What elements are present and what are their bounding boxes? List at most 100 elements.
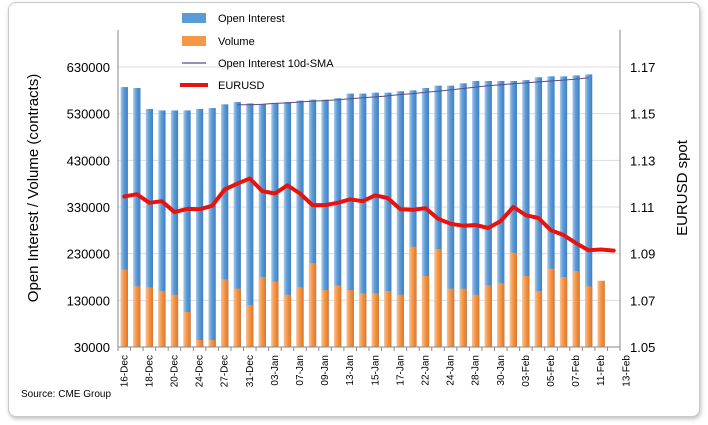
x-tick-label: 16-Dec: [119, 355, 130, 387]
x-tick-label: 24-Dec: [195, 355, 206, 387]
legend-label-open-interest: Open Interest: [218, 13, 285, 25]
left-tick-label: 130000: [67, 293, 110, 308]
legend-swatch-volume: [182, 36, 206, 46]
eurusd-line: [122, 176, 616, 253]
open-interest-bar: [158, 110, 166, 348]
open-interest-bar: [446, 85, 455, 348]
left-axis-ticks: 630000 530000 430000 330000 230000 130000 3000…: [67, 60, 110, 355]
volume-bar: [484, 285, 492, 347]
volume-bar: [421, 276, 430, 347]
volume-bar: [233, 288, 241, 347]
volume-bar: [409, 246, 417, 347]
volume-bar: [183, 312, 191, 347]
volume-bar: [170, 294, 179, 347]
open-interest-bar: [258, 104, 266, 347]
right-tick-label: 1.11: [630, 200, 654, 215]
x-tick-label: 24-Jan: [446, 355, 457, 386]
volume-bar: [145, 287, 154, 347]
open-interest-bar: [534, 77, 543, 348]
open-interest-bar: [584, 74, 593, 347]
volume-bar: [195, 340, 204, 347]
open-interest-bar: [509, 81, 517, 347]
volume-bar: [158, 291, 166, 347]
left-tick-label: 330000: [67, 200, 110, 215]
open-interest-bars: [120, 74, 593, 348]
left-tick-label: 30000: [74, 340, 110, 355]
open-interest-bar: [133, 88, 141, 347]
volume-bar: [472, 294, 480, 347]
volume-bar: [221, 279, 229, 347]
x-tick-label: 07-Feb: [571, 355, 582, 387]
right-tick-label: 1.09: [630, 247, 655, 262]
volume-bar: [246, 305, 254, 347]
open-interest-sma-line: [237, 77, 589, 106]
open-interest-bar: [559, 76, 568, 347]
x-tick-label: 05-Feb: [546, 355, 557, 387]
right-axis-title: EURUSD spot: [674, 139, 691, 236]
left-axis-title: Open Interest / Volume (contracts): [25, 74, 42, 302]
open-interest-bar: [371, 92, 379, 348]
open-interest-bar: [359, 93, 367, 347]
legend: Open Interest Volume Open Interest 10d-S…: [180, 13, 334, 92]
x-tick-label: 17-Jan: [395, 355, 406, 386]
volume-bar: [371, 293, 379, 347]
x-tick-label: 20-Dec: [170, 355, 181, 387]
x-tick-label: 28-Jan: [471, 355, 482, 386]
open-interest-bar: [283, 102, 292, 347]
open-interest-bar: [195, 109, 204, 347]
x-tick-label: 15-Jan: [370, 355, 381, 386]
x-tick-label: 18-Dec: [144, 355, 155, 387]
x-axis-ticks: 16-Dec 18-Dec 20-Dec 24-Dec 27-Dec 31-Dec 03-J…: [119, 355, 632, 388]
open-interest-bar: [221, 104, 229, 347]
open-interest-bar: [421, 88, 430, 347]
left-tick-label: 430000: [67, 153, 110, 168]
x-tick-label: 13-Feb: [621, 355, 632, 387]
open-interest-bar: [459, 83, 467, 347]
volume-bar: [497, 283, 505, 347]
volume-bar: [321, 290, 329, 347]
x-tick-label: 03-Jan: [270, 355, 281, 386]
volume-bar: [446, 288, 455, 347]
open-interest-bar: [547, 76, 555, 347]
open-interest-bar: [572, 75, 580, 348]
x-tick-label: 07-Jan: [295, 355, 306, 386]
volume-bar: [120, 269, 128, 347]
grid-lines: [118, 66, 620, 348]
source-note: Source: CME Group: [21, 389, 111, 400]
open-interest-bar: [271, 102, 279, 347]
right-tick-label: 1.17: [630, 60, 655, 75]
volume-bar: [133, 286, 141, 347]
volume-bar: [522, 276, 530, 347]
volume-bar: [283, 294, 292, 347]
open-interest-bar: [296, 100, 304, 347]
volume-bar: [434, 249, 442, 347]
open-interest-bar: [497, 81, 505, 347]
open-interest-bar: [384, 92, 392, 348]
open-interest-bar: [208, 108, 216, 347]
axes: [117, 30, 621, 351]
open-interest-bar: [472, 81, 480, 347]
volume-bar: [333, 285, 342, 347]
volume-bar: [509, 252, 517, 347]
x-tick-label: 22-Jan: [421, 355, 432, 386]
volume-bars: [120, 246, 605, 347]
open-interest-bar: [484, 81, 492, 347]
x-tick-label: 03-Feb: [521, 355, 532, 387]
volume-bar: [296, 287, 304, 347]
x-tick-label: 27-Dec: [220, 355, 231, 387]
volume-bar: [547, 268, 555, 347]
open-interest-bar: [346, 93, 354, 347]
volume-bar: [346, 290, 354, 347]
open-interest-bar: [321, 99, 329, 348]
x-tick-label: 13-Jan: [345, 355, 356, 386]
volume-bar: [534, 291, 543, 347]
legend-label-sma: Open Interest 10d-SMA: [218, 58, 334, 70]
open-interest-bar: [233, 102, 241, 347]
volume-bar: [559, 277, 568, 347]
volume-bar: [308, 263, 317, 347]
open-interest-bar: [120, 87, 128, 348]
open-interest-bar: [246, 103, 254, 348]
open-interest-bar: [333, 98, 342, 348]
legend-label-eurusd: EURUSD: [218, 80, 265, 92]
